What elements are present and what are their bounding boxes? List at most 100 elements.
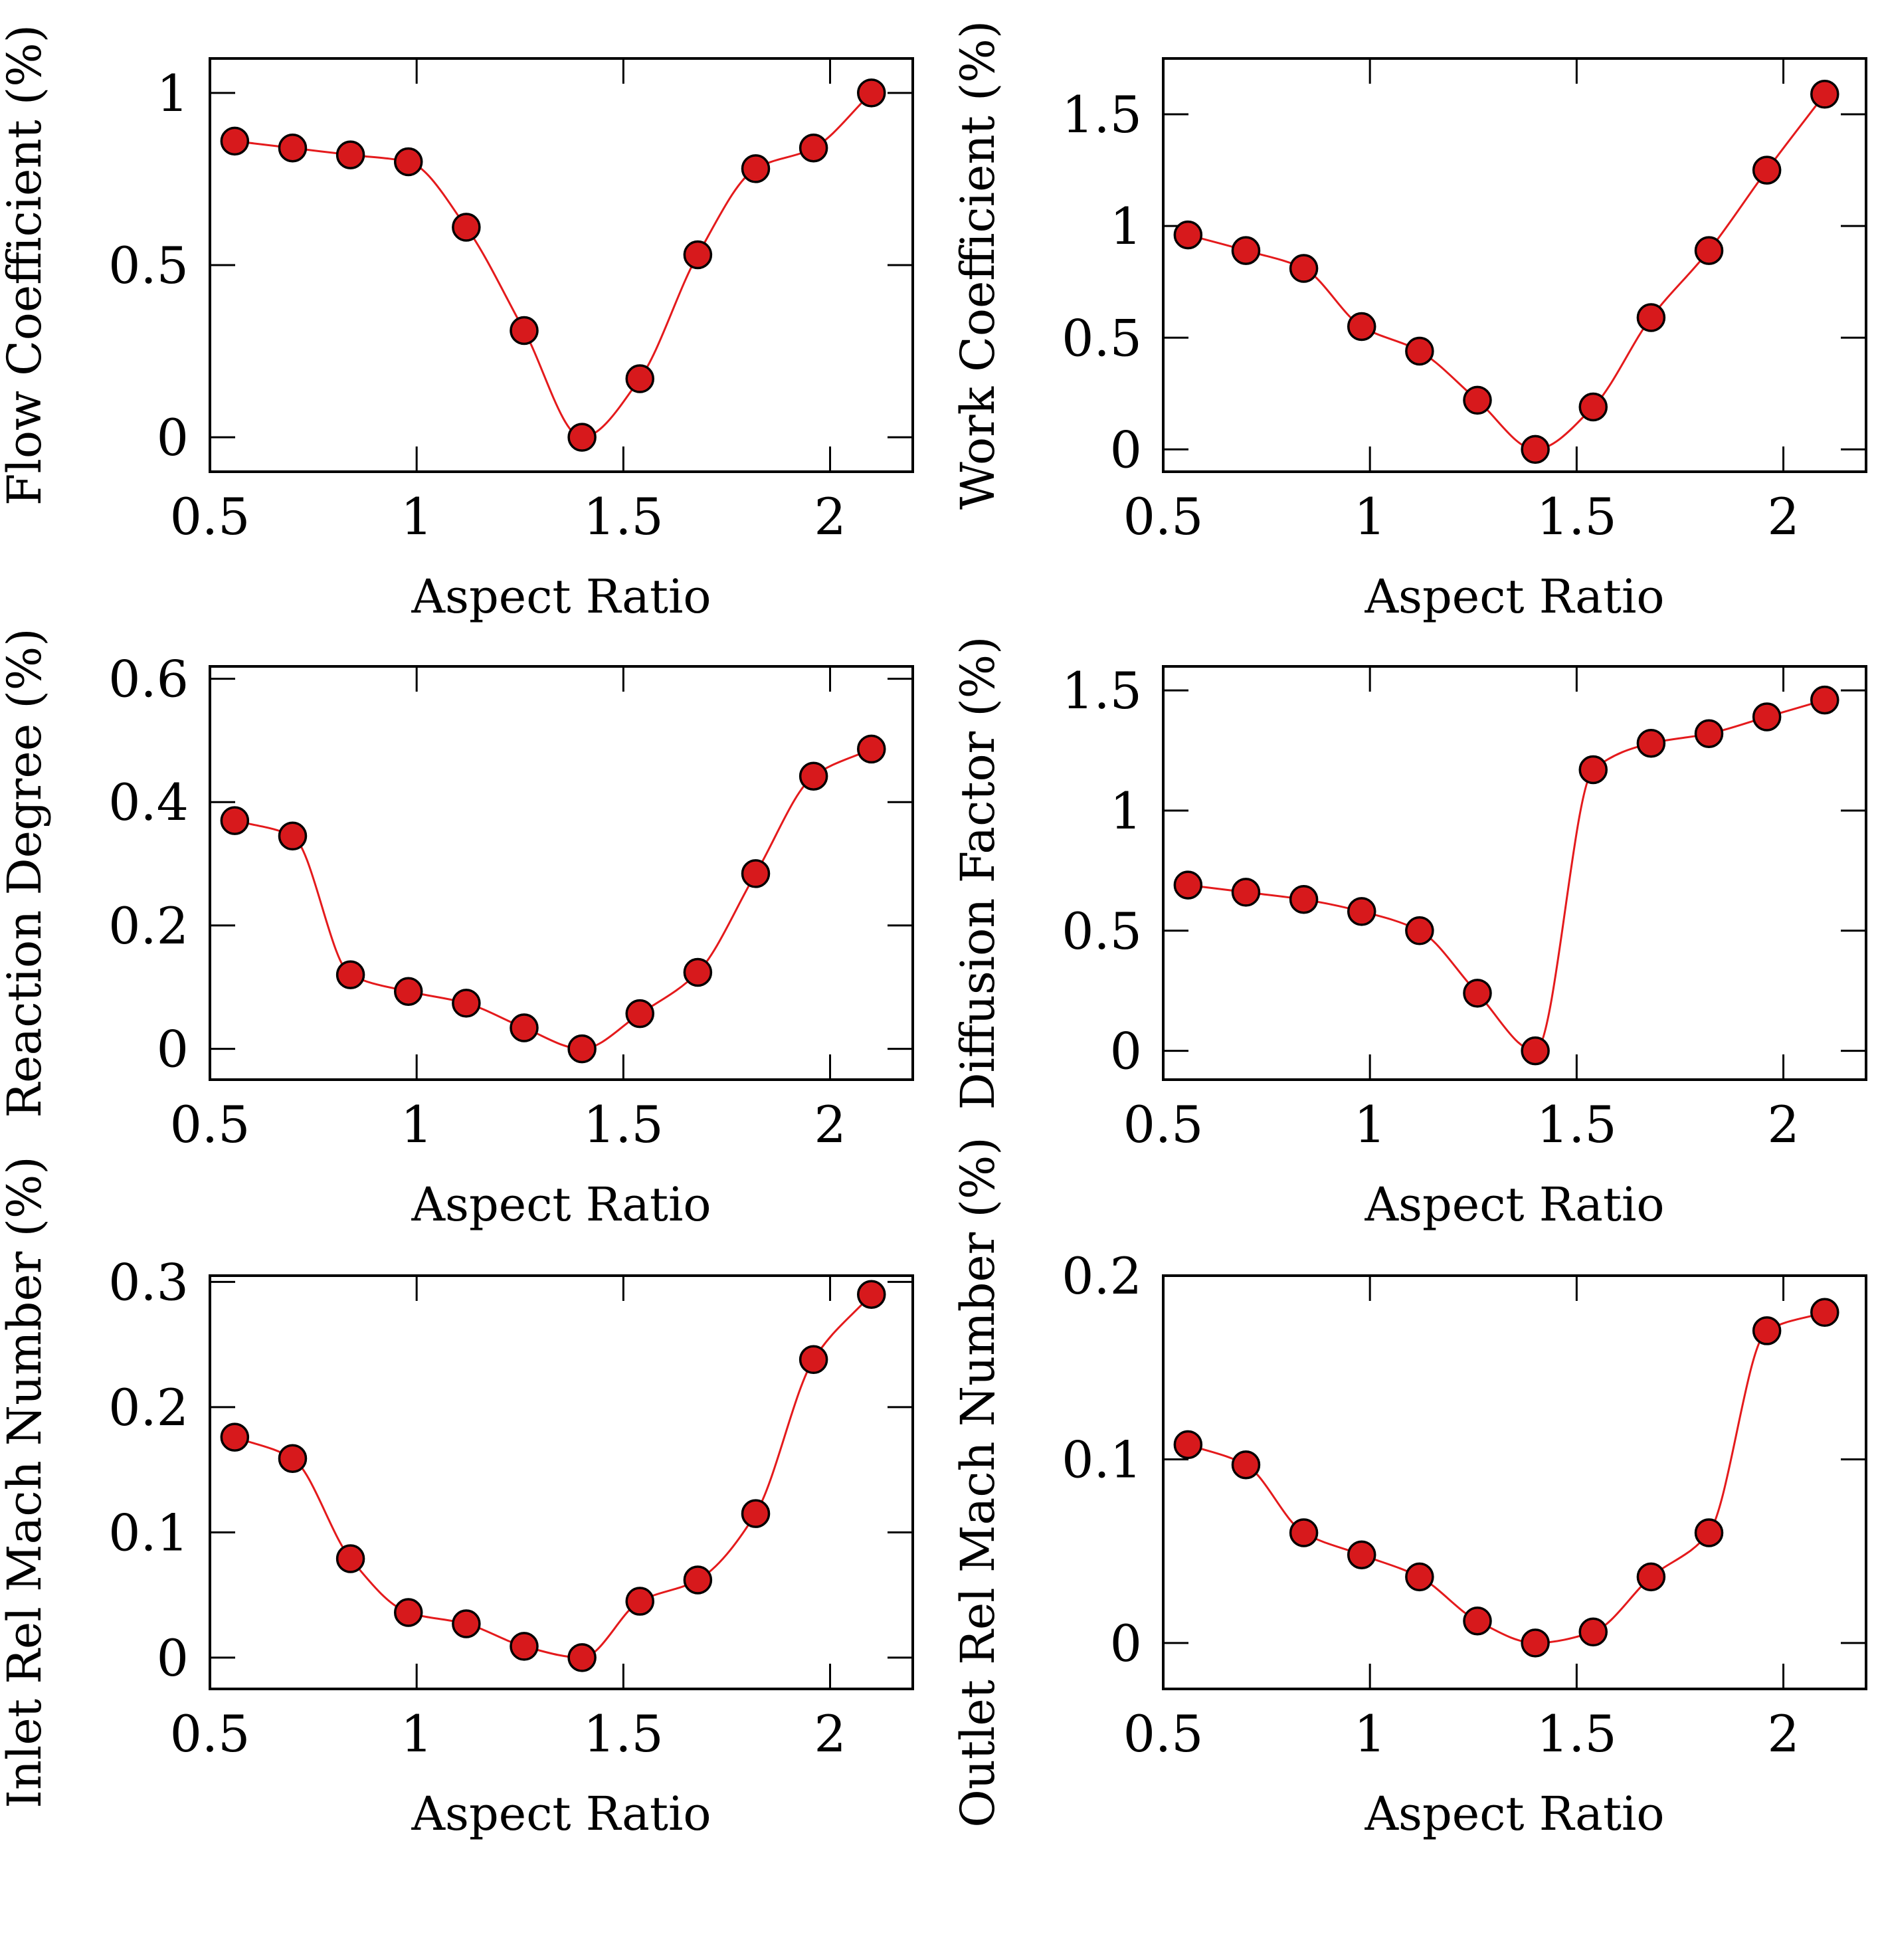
x-tick-label: 2 <box>814 1704 846 1763</box>
data-point <box>1694 1518 1724 1547</box>
y-tick-label: 0.3 <box>108 1252 189 1312</box>
plot-frame <box>1162 665 1867 1081</box>
series-line <box>1187 93 1826 450</box>
data-point <box>1752 702 1782 732</box>
x-tick-label: 1 <box>1354 487 1386 546</box>
data-point <box>1347 312 1376 342</box>
data-point <box>1231 1450 1261 1480</box>
y-tick-label: 0 <box>1110 1614 1142 1673</box>
x-tick-label: 1.5 <box>583 1704 664 1763</box>
data-point <box>1173 220 1203 250</box>
data-point <box>857 1280 886 1310</box>
data-point <box>1347 897 1376 926</box>
y-tick-label: 0.4 <box>108 773 189 832</box>
x-tick-label: 2 <box>814 1095 846 1154</box>
x-axis-label: Aspect Ratio <box>1364 1177 1664 1232</box>
x-tick-label: 0.5 <box>170 487 250 546</box>
data-point <box>1694 719 1724 749</box>
series-line <box>1188 699 1826 1052</box>
data-point <box>1289 1518 1319 1547</box>
data-point <box>1578 392 1608 422</box>
data-point <box>1694 236 1724 265</box>
data-point <box>625 1587 654 1616</box>
y-tick-label: 0 <box>1110 420 1142 479</box>
y-axis-label: Diffusion Factor (%) <box>951 637 1005 1110</box>
x-tick-label: 0.5 <box>1123 487 1204 546</box>
data-point <box>1231 236 1261 265</box>
data-point <box>393 147 423 177</box>
data-point <box>1810 685 1839 715</box>
data-point <box>1810 1298 1839 1327</box>
x-tick-label: 2 <box>814 487 846 546</box>
series-line <box>234 1294 872 1659</box>
data-point <box>452 989 481 1018</box>
data-point <box>1231 878 1261 907</box>
x-tick-label: 1.5 <box>1537 1095 1617 1154</box>
data-point <box>1463 979 1492 1008</box>
data-point <box>741 1499 771 1528</box>
data-point <box>625 364 654 393</box>
data-point <box>1810 80 1839 109</box>
data-point <box>567 423 597 452</box>
x-axis-label: Aspect Ratio <box>1364 569 1664 624</box>
x-tick-label: 1 <box>401 487 432 546</box>
data-point <box>278 134 308 163</box>
data-point <box>625 999 654 1029</box>
data-point <box>510 316 539 345</box>
x-tick-label: 1.5 <box>583 487 664 546</box>
data-point <box>278 821 308 851</box>
x-tick-label: 1 <box>401 1704 432 1763</box>
plot-frame <box>1162 1274 1867 1690</box>
data-point <box>741 859 771 888</box>
y-axis-label: Inlet Rel Mach Number (%) <box>0 1156 52 1808</box>
data-point <box>799 761 828 791</box>
x-tick-label: 0.5 <box>170 1704 250 1763</box>
x-tick-label: 1 <box>1354 1095 1386 1154</box>
data-point <box>857 734 886 764</box>
y-axis-label: Work Coefficient (%) <box>951 21 1005 510</box>
x-axis-label: Aspect Ratio <box>411 1177 711 1232</box>
x-tick-label: 1.5 <box>1537 487 1617 546</box>
x-axis-label: Aspect Ratio <box>1364 1787 1664 1841</box>
data-point <box>1347 1540 1376 1569</box>
data-point <box>1752 155 1782 185</box>
data-point <box>1521 1628 1550 1658</box>
data-point <box>1752 1316 1782 1345</box>
chart-panel-1: 0.5 1 1.5 2 0 0.5 1 Aspect Ratio Flow Coefficien… <box>0 25 914 624</box>
y-tick-label: 0.1 <box>108 1503 189 1562</box>
y-tick-label: 0.2 <box>108 1378 189 1437</box>
chart-panel-3: 0.5 1 1.5 2 0 0.2 0.4 0.6 Aspect Ratio Reaction D… <box>0 628 914 1232</box>
y-tick-label: 0.5 <box>1062 902 1142 961</box>
data-point <box>1636 728 1666 758</box>
chart-panel-2: 0.5 1 1.5 2 0 0.5 1 1.5 Aspect Ratio Work Coeffic… <box>951 21 1867 624</box>
data-point <box>452 1609 481 1638</box>
x-tick-label: 2 <box>1767 1095 1799 1154</box>
data-point <box>510 1632 539 1661</box>
y-tick-label: 0 <box>157 1628 189 1688</box>
data-point <box>1636 303 1666 332</box>
y-axis-label: Reaction Degree (%) <box>0 628 52 1118</box>
data-point <box>220 126 250 156</box>
data-point <box>683 1565 713 1595</box>
chart-panel-5: 0.5 1 1.5 2 0 0.1 0.2 0.3 Aspect Ratio Inlet Rel … <box>0 1156 914 1841</box>
data-point <box>1636 1562 1666 1592</box>
x-tick-label: 2 <box>1767 487 1799 546</box>
data-point <box>1521 435 1550 464</box>
data-point <box>1405 336 1434 366</box>
y-tick-label: 1 <box>157 64 189 123</box>
y-tick-label: 0.5 <box>1062 308 1142 367</box>
x-tick-label: 1.5 <box>1537 1704 1617 1763</box>
y-tick-label: 1.5 <box>1062 661 1142 720</box>
y-tick-label: 1 <box>1110 197 1142 256</box>
y-axis-label: Outlet Rel Mach Number (%) <box>951 1137 1005 1827</box>
y-tick-label: 1.5 <box>1062 85 1142 144</box>
x-tick-label: 0.5 <box>1123 1704 1204 1763</box>
y-tick-label: 0.2 <box>108 896 189 955</box>
plot-frame <box>209 57 914 473</box>
data-point <box>1289 885 1319 914</box>
data-point <box>1578 755 1608 785</box>
y-tick-label: 0.1 <box>1062 1430 1142 1489</box>
x-tick-label: 0.5 <box>1123 1095 1204 1154</box>
data-point <box>1463 1606 1492 1636</box>
